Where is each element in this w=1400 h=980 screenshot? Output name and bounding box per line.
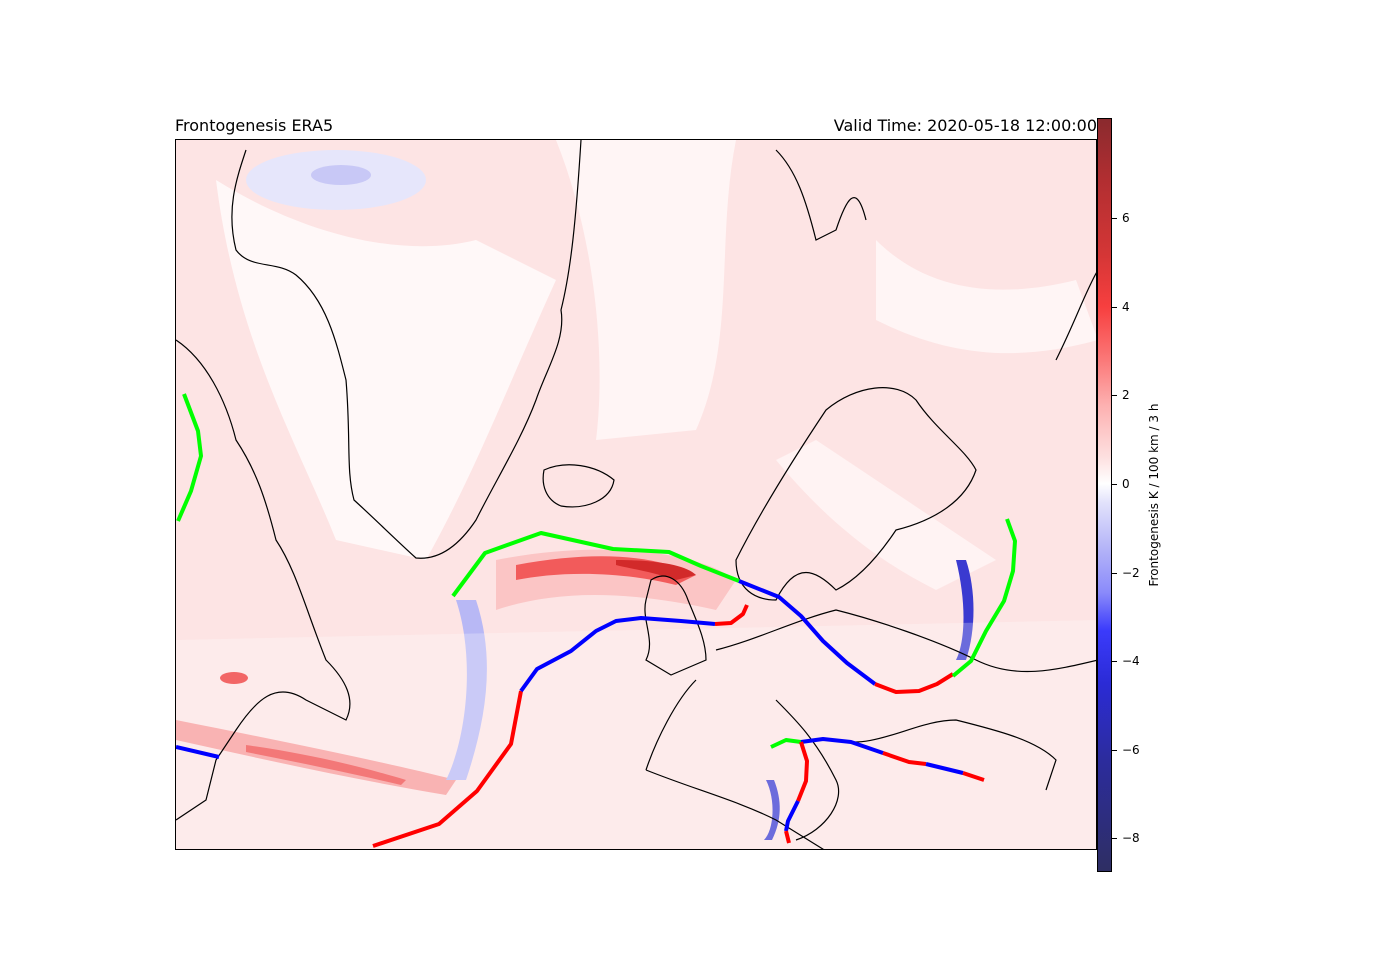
coastline-europe (645, 609, 1096, 849)
warm-front (714, 604, 749, 626)
frontogenesis-field (176, 140, 1096, 849)
colorbar-tick (1112, 395, 1117, 396)
colorbar-tick-label: −6 (1122, 743, 1140, 757)
cold-front (800, 737, 884, 755)
colorbar-label: Frontogenesis K / 100 km / 3 h (1147, 403, 1161, 587)
colorbar-tick-label: 4 (1122, 300, 1130, 314)
map-canvas (176, 140, 1096, 849)
colorbar-tick-label: −2 (1122, 566, 1140, 580)
colorbar-tick (1112, 838, 1117, 839)
colorbar-tick (1112, 307, 1117, 308)
colorbar-tick-label: −8 (1122, 831, 1140, 845)
cold-front (176, 745, 220, 759)
coastline-novaya-zemlya (1055, 272, 1096, 361)
cold-front (925, 762, 964, 775)
coastline-iceland (542, 464, 615, 508)
colorbar-tick-label: 0 (1122, 477, 1130, 491)
map-title: Frontogenesis ERA5 (175, 116, 334, 135)
colorbar-tick-label: 6 (1122, 211, 1130, 225)
occluded-front (770, 738, 802, 749)
warm-front (962, 771, 985, 782)
colorbar-tick (1112, 484, 1117, 485)
analyzed-fronts (176, 393, 1017, 848)
warm-front (784, 830, 791, 844)
cold-front (784, 800, 800, 832)
colorbar-tick (1112, 218, 1117, 219)
colorbar-tick-label: 2 (1122, 388, 1130, 402)
occluded-front (451, 531, 740, 598)
occluded-front (176, 393, 203, 522)
warm-front (796, 741, 809, 802)
cold-front (519, 616, 716, 693)
colorbar-tick (1112, 661, 1117, 662)
coastline-greenland (231, 140, 582, 559)
valid-time: Valid Time: 2020-05-18 12:00:00 (833, 116, 1097, 135)
coastline-canada (176, 339, 351, 821)
warm-front (372, 690, 523, 848)
warm-front (874, 672, 955, 694)
occluded-front (951, 518, 1017, 678)
coastline-svalbard (775, 149, 867, 241)
warm-front (882, 751, 927, 766)
colorbar-tick (1112, 573, 1117, 574)
coastline-uk (644, 575, 707, 676)
cold-front (738, 579, 877, 686)
coastline-scandinavia (735, 387, 977, 601)
colorbar-tick (1112, 750, 1117, 751)
colorbar (1097, 118, 1112, 872)
colorbar-tick-label: −4 (1122, 654, 1140, 668)
frontogenesis-map (175, 139, 1097, 850)
coastlines (176, 140, 1096, 849)
